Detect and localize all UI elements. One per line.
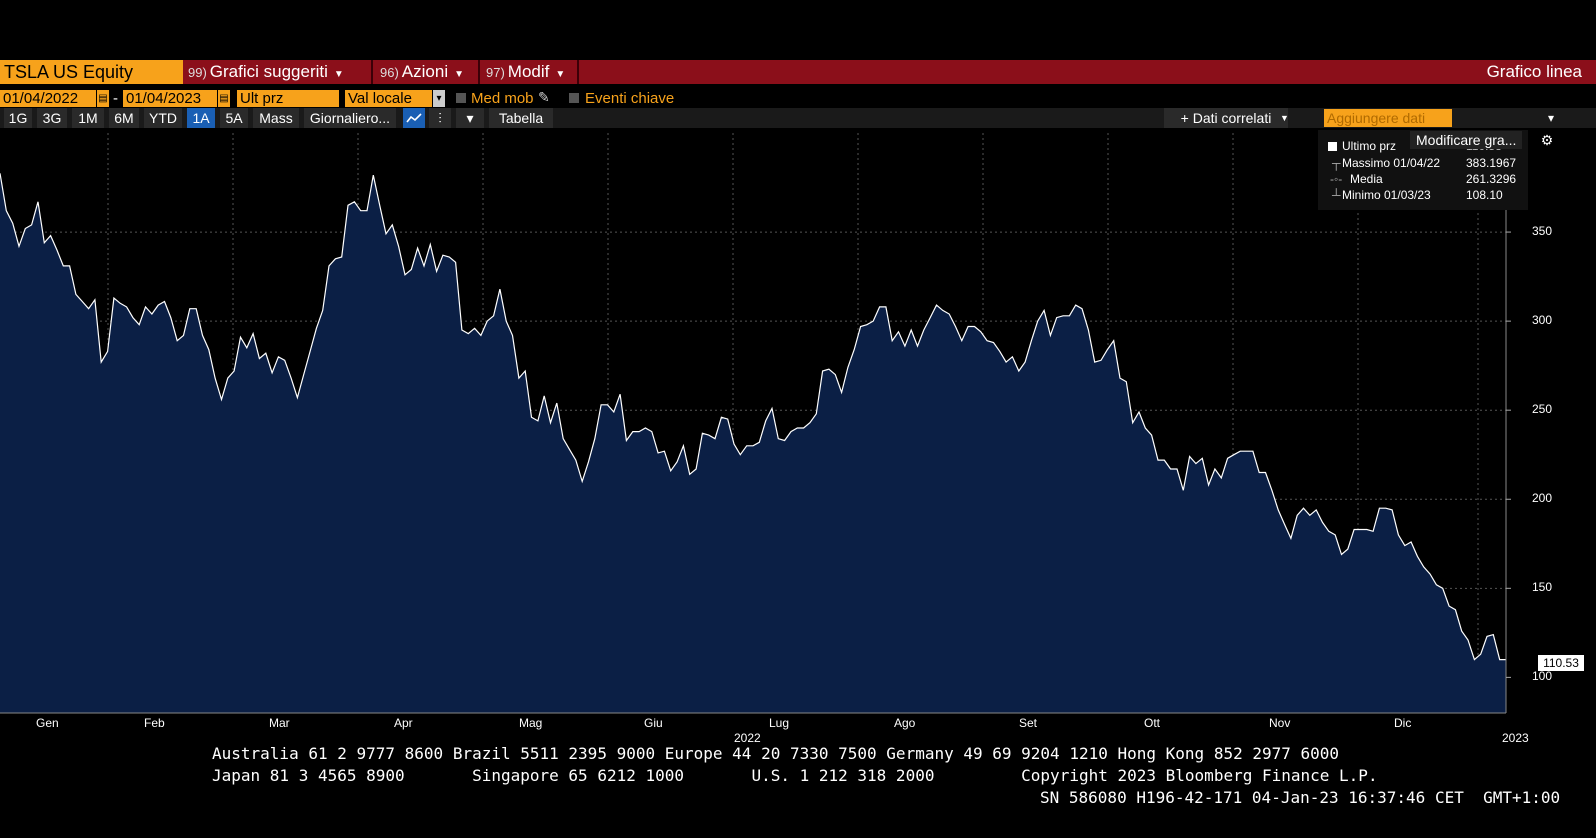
chevron-down-icon[interactable]: ▾ [456, 108, 484, 128]
key-events-label: Eventi chiave [585, 90, 675, 107]
x-tick-label: Gen [36, 716, 59, 730]
chevron-down-icon: ▼ [333, 69, 344, 80]
menu-label: Grafici suggeriti [209, 62, 328, 81]
legend-last-label: Ultimo prz [1342, 139, 1397, 153]
legend-row-low: ┴ Minimo 01/03/23 108.10 [1318, 187, 1528, 203]
legend-high-value: 383.1967 [1466, 156, 1517, 170]
menu-label: Modif [507, 62, 550, 81]
x-tick-label: Mag [519, 716, 543, 730]
high-marker-icon: ┬ [1332, 156, 1341, 170]
y-tick-label: 300 [1532, 313, 1553, 328]
key-events-checkbox[interactable] [569, 93, 579, 103]
period-6m-button[interactable]: 6M [109, 108, 139, 128]
period-1m-button[interactable]: 1M [72, 108, 104, 128]
gear-icon[interactable]: ⚙ [1540, 132, 1554, 148]
menu-number: 99) [188, 65, 207, 80]
series-swatch [1328, 142, 1337, 151]
y-tick-label: 200 [1532, 491, 1553, 506]
legend-row-avg: -◦- Media 261.3296 [1318, 171, 1528, 187]
footer-contacts-line1: Australia 61 2 9777 8600 Brazil 5511 239… [212, 744, 1340, 763]
divider [577, 60, 579, 84]
bar-chart-icon[interactable]: ⫶ [429, 108, 451, 128]
frequency-select[interactable]: Giornaliero... [304, 108, 396, 128]
legend-row-high: ┬ Massimo 01/04/22 383.1967 [1318, 155, 1528, 171]
period-3g-button[interactable]: 3G [37, 108, 67, 128]
chevron-down-icon[interactable]: ▾ [432, 90, 445, 107]
chevron-down-icon[interactable]: ▾ [1548, 111, 1555, 125]
legend-low-value: 108.10 [1466, 188, 1503, 202]
suggested-charts-menu[interactable]: 99) Grafici suggeriti ▼ [188, 60, 344, 84]
last-price-tag: 110.53 [1538, 655, 1584, 671]
chevron-down-icon: ▼ [555, 69, 566, 80]
menu-number: 97) [486, 65, 505, 80]
date-to-input[interactable]: 01/04/2023 [123, 90, 218, 107]
pencil-icon[interactable]: ✎ [538, 89, 550, 105]
year-label-2023: 2023 [1502, 731, 1529, 745]
edit-menu[interactable]: 97) Modif ▼ [486, 60, 565, 84]
x-tick-label: Dic [1394, 716, 1412, 730]
moving-avg-checkbox[interactable] [456, 93, 466, 103]
year-label-2022: 2022 [734, 731, 761, 745]
price-field-input[interactable]: Ult prz [237, 90, 339, 107]
price-line [0, 173, 1506, 661]
legend-low-label: Minimo 01/03/23 [1342, 188, 1431, 202]
currency-select[interactable]: Val locale [345, 90, 433, 107]
period-max-button[interactable]: Mass [253, 108, 299, 128]
menu-number: 96) [380, 65, 399, 80]
price-area [0, 173, 1506, 714]
period-1a-button[interactable]: 1A [187, 108, 215, 128]
moving-avg-label: Med mob [471, 90, 534, 107]
actions-menu[interactable]: 96) Azioni ▼ [380, 60, 464, 84]
footer-session-info: SN 586080 H196-42-171 04-Jan-23 16:37:46… [1040, 788, 1561, 807]
price-chart [0, 130, 1596, 740]
legend-avg-label: Media [1350, 172, 1383, 186]
footer-contacts-line2: Japan 81 3 4565 8900 Singapore 65 6212 1… [212, 766, 1378, 785]
legend-avg-value: 261.3296 [1466, 172, 1517, 186]
command-bar [0, 60, 1596, 84]
calendar-icon[interactable]: ▤ [217, 90, 230, 107]
divider [478, 60, 480, 84]
line-chart-icon[interactable] [403, 108, 425, 128]
y-tick-label: 350 [1532, 224, 1553, 239]
period-ytd-button[interactable]: YTD [144, 108, 182, 128]
y-tick-label: 250 [1532, 402, 1553, 417]
x-tick-label: Nov [1269, 716, 1291, 730]
x-tick-label: Giu [644, 716, 663, 730]
date-range-dash: - [113, 90, 118, 107]
period-1g-button[interactable]: 1G [4, 108, 32, 128]
legend-high-label: Massimo 01/04/22 [1342, 156, 1441, 170]
add-data-input[interactable]: Aggiungere dati [1324, 109, 1452, 127]
chart-type-label: Grafico linea [1486, 62, 1582, 81]
low-marker-icon: ┴ [1332, 188, 1341, 202]
divider [371, 60, 373, 84]
y-tick-label: 100 [1532, 669, 1553, 684]
x-tick-label: Lug [769, 716, 790, 730]
chevron-down-icon: ▼ [1280, 113, 1289, 123]
x-tick-label: Set [1019, 716, 1038, 730]
menu-label: Azioni [401, 62, 449, 81]
table-button[interactable]: Tabella [489, 108, 553, 128]
modify-chart-button[interactable]: Modificare gra... [1410, 131, 1523, 149]
y-tick-label: 150 [1532, 580, 1553, 595]
x-tick-label: Apr [394, 716, 413, 730]
x-tick-label: Ott [1144, 716, 1161, 730]
date-from-input[interactable]: 01/04/2022 [0, 90, 96, 107]
calendar-icon[interactable]: ▤ [96, 90, 109, 107]
x-tick-label: Ago [894, 716, 916, 730]
chevron-down-icon: ▼ [454, 69, 465, 80]
ticker-field[interactable]: TSLA US Equity [0, 60, 183, 84]
related-data-button[interactable]: + Dati correlati [1164, 108, 1288, 128]
x-tick-label: Mar [269, 716, 290, 730]
period-5a-button[interactable]: 5A [220, 108, 248, 128]
x-tick-label: Feb [144, 716, 165, 730]
avg-marker-icon: -◦- [1330, 172, 1343, 186]
